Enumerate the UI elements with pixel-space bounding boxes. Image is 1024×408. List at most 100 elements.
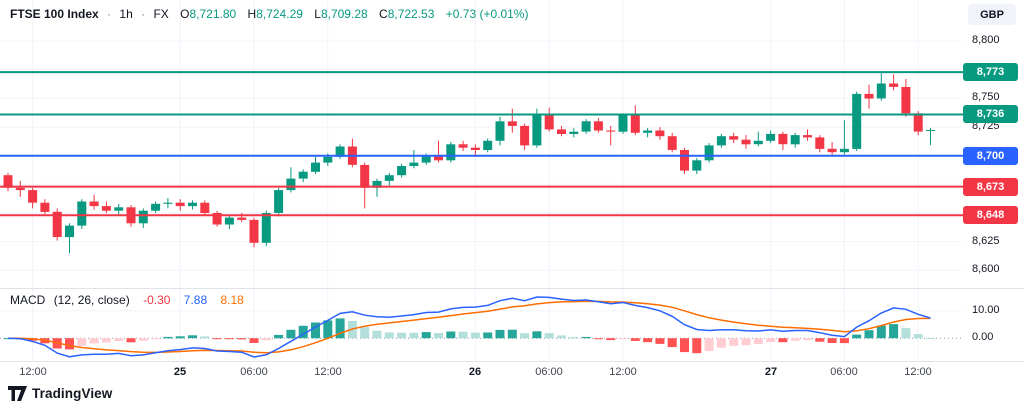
candle-body xyxy=(606,130,616,132)
candle-body xyxy=(692,160,702,171)
macd-params: (12, 26, close) xyxy=(53,293,130,307)
macd-histogram-bar xyxy=(470,332,480,339)
candle-body xyxy=(470,147,480,150)
candle-body xyxy=(335,146,345,157)
macd-histogram-bar xyxy=(409,332,419,339)
macd-histogram-bar xyxy=(630,338,640,341)
macd-histogram-bar xyxy=(926,338,935,339)
candle-body xyxy=(815,137,825,149)
macd-histogram-bar xyxy=(114,338,124,341)
macd-histogram-bar xyxy=(766,338,776,342)
macd-histogram-bar xyxy=(188,335,197,339)
candle-body xyxy=(557,129,566,134)
macd-histogram-bar xyxy=(101,338,111,343)
macd-histogram-bar xyxy=(692,338,702,354)
price-tick-label: 8,625 xyxy=(972,235,1000,247)
macd-histogram-bar xyxy=(224,338,234,340)
candle-body xyxy=(200,202,210,213)
macd-histogram-bar xyxy=(175,336,185,339)
price-level-badge: 8,700 xyxy=(963,147,1018,165)
candle-body xyxy=(889,83,899,87)
macd-histogram-bar xyxy=(729,338,739,346)
candle-body xyxy=(28,190,38,203)
time-tick-label: 06:00 xyxy=(830,366,858,378)
macd-legend: MACD (12, 26, close) -0.30 7.88 8.18 xyxy=(10,293,244,307)
macd-histogram-bar xyxy=(434,333,443,339)
macd-line-value: 7.88 xyxy=(183,293,208,307)
candle-body xyxy=(360,164,370,188)
macd-histogram-bar xyxy=(815,338,825,342)
candle-body xyxy=(667,136,677,150)
macd-histogram-bar xyxy=(77,338,87,346)
macd-histogram-bar xyxy=(65,338,74,350)
candle-body xyxy=(655,130,665,137)
time-tick-label: 12:00 xyxy=(314,366,342,378)
time-axis[interactable]: 12:00 25 06:00 12:00 26 06:00 12:00 27 06:00 12:0… xyxy=(0,362,962,382)
candle-body xyxy=(114,207,124,211)
candle-body xyxy=(753,140,763,145)
candle-body xyxy=(507,121,517,126)
candle-body xyxy=(458,144,468,148)
macd-histogram-bar xyxy=(790,338,800,341)
macd-histogram-bar xyxy=(286,329,296,339)
candle-body xyxy=(618,114,628,132)
candle-body xyxy=(803,135,812,138)
candle-body xyxy=(569,131,579,134)
macd-line xyxy=(7,296,931,358)
macd-histogram-bar xyxy=(753,338,763,344)
candle-body xyxy=(261,213,271,243)
candle-body xyxy=(680,150,689,171)
candle-body xyxy=(15,187,25,191)
candle-body xyxy=(89,201,99,207)
macd-histogram-bar xyxy=(212,338,222,340)
candle-body xyxy=(926,129,935,131)
candle-body xyxy=(434,155,443,161)
macd-signal-value: 8.18 xyxy=(220,293,244,307)
open-value: 8,721.80 xyxy=(189,7,237,21)
candle-body xyxy=(790,135,800,145)
time-tick-label: 25 xyxy=(173,366,187,378)
tradingview-logo-icon xyxy=(8,386,27,401)
macd-histogram-bar xyxy=(593,338,603,340)
candle-body xyxy=(913,113,923,132)
macd-histogram-bar xyxy=(520,333,530,339)
legend-separator: · xyxy=(141,7,146,21)
time-tick-label: 27 xyxy=(764,366,778,378)
candle-body xyxy=(175,202,185,207)
macd-histogram-bar xyxy=(89,338,99,344)
candle-body xyxy=(298,171,308,179)
interval-label[interactable]: 1h xyxy=(119,7,133,21)
price-level-badge: 8,773 xyxy=(963,63,1018,81)
candle-body xyxy=(766,133,776,141)
price-level-badge: 8,648 xyxy=(963,206,1018,224)
macd-title[interactable]: MACD xyxy=(10,293,46,307)
candle-body xyxy=(249,219,259,243)
macd-histogram-bar xyxy=(876,325,886,339)
candle-body xyxy=(839,148,849,153)
candle-body xyxy=(212,213,222,225)
macd-histogram-bar xyxy=(852,334,862,339)
macd-histogram-bar xyxy=(544,333,554,339)
candle-body xyxy=(630,114,640,133)
price-axis[interactable]: GBP 8,800 8,750 8,725 8,625 8,600 8,773 8,736 8… xyxy=(962,0,1024,362)
macd-histogram-bar xyxy=(384,332,394,339)
candle-body xyxy=(446,144,456,161)
candle-body xyxy=(323,156,333,163)
candle-body xyxy=(544,114,554,130)
currency-button[interactable]: GBP xyxy=(968,4,1016,25)
macd-histogram-bar xyxy=(901,328,911,339)
price-tick-label: 8,600 xyxy=(972,263,1000,275)
price-tick-label: 8,725 xyxy=(972,120,1000,132)
candle-body xyxy=(532,114,542,146)
tradingview-logo[interactable]: TradingView xyxy=(8,386,112,401)
macd-hist-value: -0.30 xyxy=(143,293,171,307)
macd-histogram-bar xyxy=(803,338,812,341)
symbol-name[interactable]: FTSE 100 Index xyxy=(10,7,99,21)
candle-body xyxy=(372,180,382,188)
macd-histogram-bar xyxy=(495,329,505,339)
candle-body xyxy=(716,136,726,146)
time-tick-label: 12:00 xyxy=(904,366,932,378)
exchange-label: FX xyxy=(153,7,169,21)
chart-canvas[interactable] xyxy=(0,0,1024,382)
